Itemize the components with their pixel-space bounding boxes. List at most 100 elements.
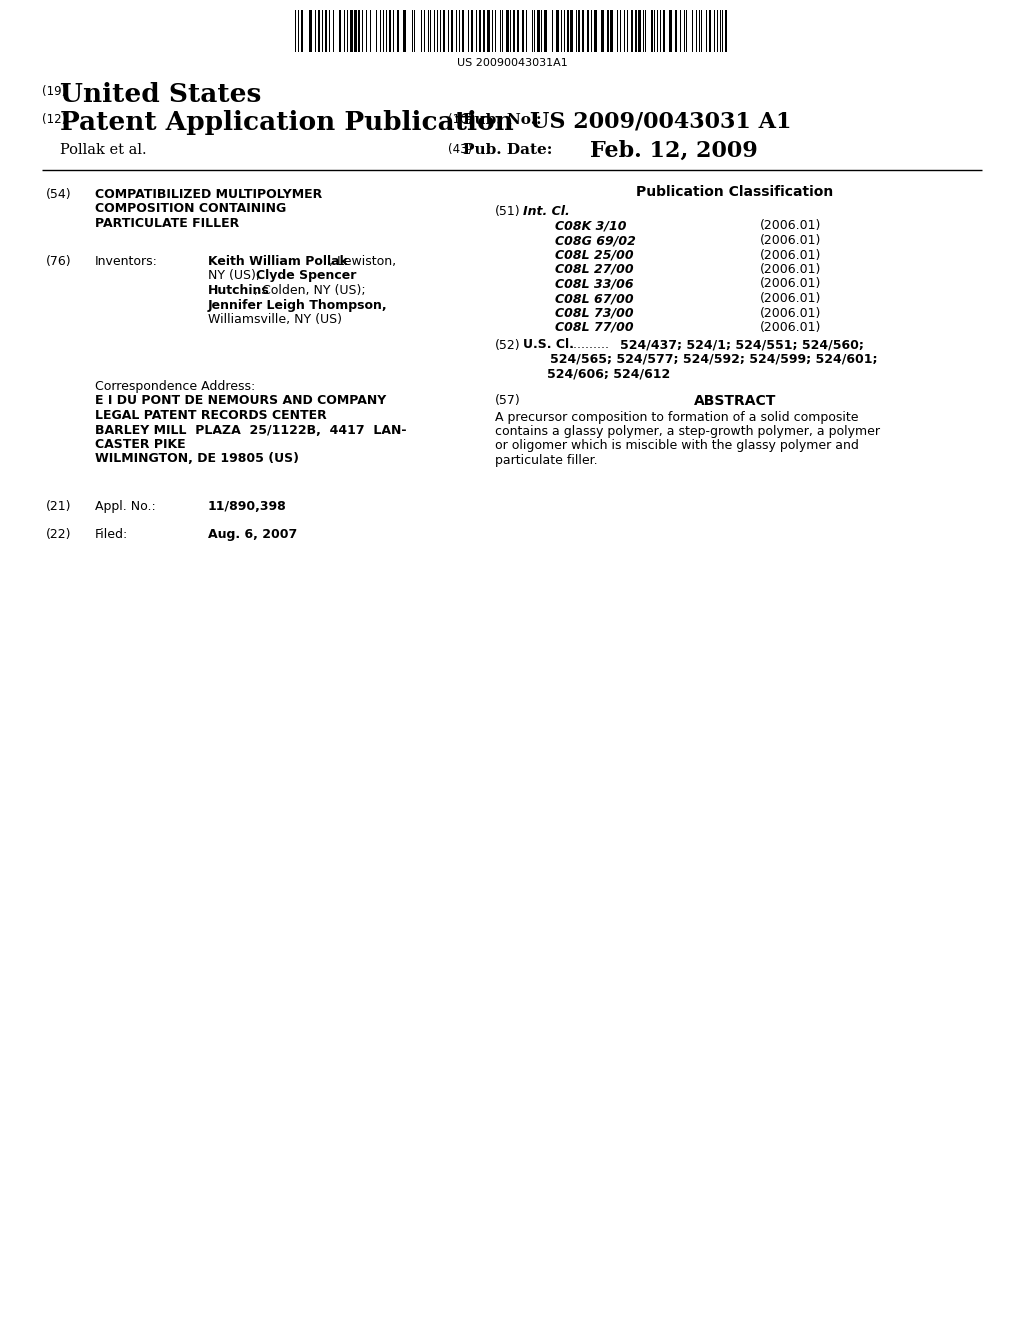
Bar [564, 11, 565, 51]
Text: Appl. No.:: Appl. No.: [95, 500, 156, 513]
Bar [522, 11, 524, 51]
Text: C08L 77/00: C08L 77/00 [555, 321, 634, 334]
Text: 524/606; 524/612: 524/606; 524/612 [547, 367, 670, 380]
Bar [318, 11, 319, 51]
Bar [663, 11, 666, 51]
Text: CASTER PIKE: CASTER PIKE [95, 438, 185, 451]
Bar [616, 11, 618, 51]
Bar [659, 11, 662, 51]
Text: C08K 3/10: C08K 3/10 [555, 219, 627, 232]
Bar [680, 11, 681, 51]
Text: C08L 27/00: C08L 27/00 [555, 263, 634, 276]
Bar [583, 11, 584, 51]
Text: (2006.01): (2006.01) [760, 277, 821, 290]
Text: (2006.01): (2006.01) [760, 292, 821, 305]
Bar [483, 11, 484, 51]
Bar [350, 11, 352, 51]
Text: (21): (21) [46, 500, 72, 513]
Text: PARTICULATE FILLER: PARTICULATE FILLER [95, 216, 240, 230]
Text: Aug. 6, 2007: Aug. 6, 2007 [208, 528, 297, 541]
Bar [517, 11, 519, 51]
Bar [424, 11, 425, 51]
Text: 11/890,398: 11/890,398 [208, 500, 287, 513]
Text: C08L 25/00: C08L 25/00 [555, 248, 634, 261]
Bar [462, 11, 464, 51]
Text: (2006.01): (2006.01) [760, 263, 821, 276]
Text: , Colden, NY (US);: , Colden, NY (US); [254, 284, 366, 297]
Text: Feb. 12, 2009: Feb. 12, 2009 [590, 140, 758, 162]
Text: Pub. No.:: Pub. No.: [463, 114, 542, 127]
Text: Int. Cl.: Int. Cl. [523, 205, 569, 218]
Text: US 20090043031A1: US 20090043031A1 [457, 58, 567, 69]
Text: particulate filler.: particulate filler. [495, 454, 598, 467]
Text: C08L 73/00: C08L 73/00 [555, 306, 634, 319]
Bar [556, 11, 559, 51]
Bar [403, 11, 407, 51]
Bar [389, 11, 391, 51]
Bar [594, 11, 597, 51]
Text: Patent Application Publication: Patent Application Publication [60, 110, 514, 135]
Text: Keith William Pollak: Keith William Pollak [208, 255, 348, 268]
Text: Inventors:: Inventors: [95, 255, 158, 268]
Text: (2006.01): (2006.01) [760, 306, 821, 319]
Bar [456, 11, 458, 51]
Bar [610, 11, 612, 51]
Text: (10): (10) [449, 114, 472, 125]
Text: (51): (51) [495, 205, 520, 218]
Text: (2006.01): (2006.01) [760, 248, 821, 261]
Text: ABSTRACT: ABSTRACT [694, 393, 776, 408]
Text: COMPATIBILIZED MULTIPOLYMER: COMPATIBILIZED MULTIPOLYMER [95, 187, 323, 201]
Text: (43): (43) [449, 143, 472, 156]
Bar [329, 11, 330, 51]
Bar [506, 11, 509, 51]
Text: BARLEY MILL  PLAZA  25/1122B,  4417  LAN-: BARLEY MILL PLAZA 25/1122B, 4417 LAN- [95, 424, 407, 437]
Text: Pollak et al.: Pollak et al. [60, 143, 146, 157]
Text: (57): (57) [495, 393, 521, 407]
Bar [669, 11, 672, 51]
Bar [570, 11, 573, 51]
Text: contains a glassy polymer, a step-growth polymer, a polymer: contains a glassy polymer, a step-growth… [495, 425, 880, 438]
Bar [538, 11, 540, 51]
Bar [725, 11, 727, 51]
Text: US 2009/0043031 A1: US 2009/0043031 A1 [530, 110, 792, 132]
Text: (54): (54) [46, 187, 72, 201]
Text: (76): (76) [46, 255, 72, 268]
Bar [358, 11, 359, 51]
Text: (2006.01): (2006.01) [760, 219, 821, 232]
Bar [651, 11, 652, 51]
Bar [635, 11, 637, 51]
Text: C08L 67/00: C08L 67/00 [555, 292, 634, 305]
Text: Publication Classification: Publication Classification [636, 185, 834, 199]
Bar [376, 11, 378, 51]
Text: Hutchins: Hutchins [208, 284, 269, 297]
Text: C08G 69/02: C08G 69/02 [555, 234, 636, 247]
Bar [567, 11, 568, 51]
Text: (19): (19) [42, 84, 67, 98]
Bar [607, 11, 608, 51]
Text: Correspondence Address:: Correspondence Address: [95, 380, 255, 393]
Bar [601, 11, 604, 51]
Text: WILMINGTON, DE 19805 (US): WILMINGTON, DE 19805 (US) [95, 453, 299, 466]
Bar [513, 11, 515, 51]
Text: U.S. Cl.: U.S. Cl. [523, 338, 573, 351]
Text: Filed:: Filed: [95, 528, 128, 541]
Bar [397, 11, 399, 51]
Text: NY (US);: NY (US); [208, 269, 264, 282]
Bar [308, 11, 311, 51]
Text: (2006.01): (2006.01) [760, 321, 821, 334]
Text: A precursor composition to formation of a solid composite: A precursor composition to formation of … [495, 411, 858, 424]
Bar [326, 11, 327, 51]
Text: 524/565; 524/577; 524/592; 524/599; 524/601;: 524/565; 524/577; 524/592; 524/599; 524/… [550, 352, 878, 366]
Text: ..........: .......... [570, 338, 610, 351]
Text: Williamsville, NY (US): Williamsville, NY (US) [208, 313, 342, 326]
Bar [544, 11, 547, 51]
Bar [447, 11, 450, 51]
Text: Pub. Date:: Pub. Date: [463, 143, 552, 157]
Text: LEGAL PATENT RECORDS CENTER: LEGAL PATENT RECORDS CENTER [95, 409, 327, 422]
Bar [487, 11, 490, 51]
Text: (52): (52) [495, 338, 520, 351]
Bar [692, 11, 693, 51]
Bar [301, 11, 303, 51]
Text: (2006.01): (2006.01) [760, 234, 821, 247]
Bar [339, 11, 341, 51]
